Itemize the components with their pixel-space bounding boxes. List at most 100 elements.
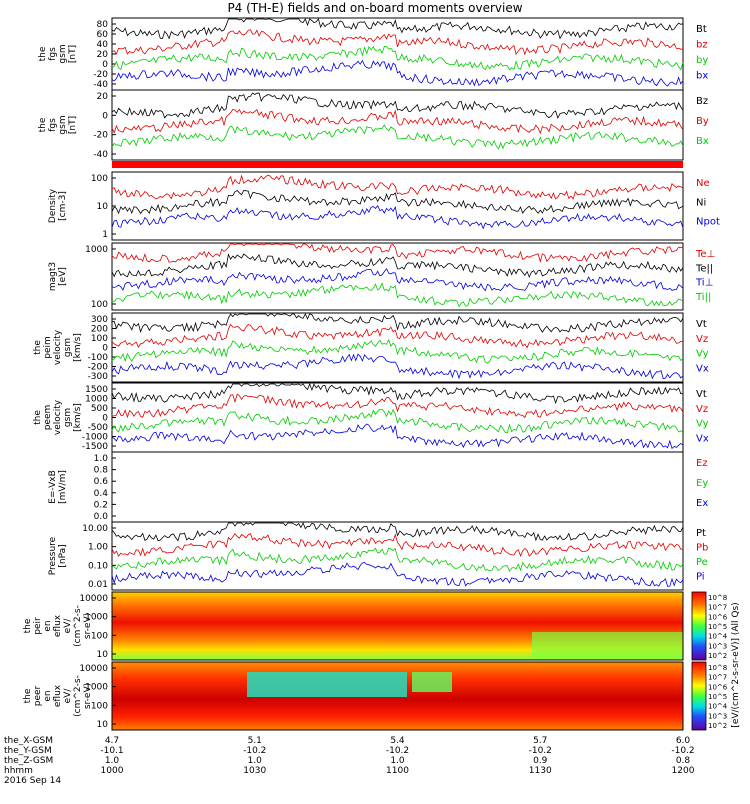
y-tick-label: 80: [97, 20, 109, 30]
panel-frame: [111, 521, 684, 591]
colorbar-tick-label: 10^3: [708, 642, 727, 650]
y-tick-label: 10: [97, 650, 109, 660]
legend-Vz: Vz: [696, 404, 708, 415]
trace-Vx: [111, 423, 684, 450]
colorbar-tick-label: 10^3: [708, 712, 727, 720]
legend-Vt: Vt: [696, 319, 707, 330]
x-tick-value: -10.2: [671, 746, 694, 756]
y-axis-label-line: (cm^2-s-: [73, 605, 83, 647]
colorbar-tick-label: 10^2: [708, 652, 727, 660]
legend-Te⊥: Te⊥: [695, 249, 715, 260]
legend-Pe: Pe: [696, 557, 708, 568]
trace-Vy: [111, 408, 684, 434]
colorbar: [691, 661, 707, 731]
y-axis-label: magt3[eV]: [48, 262, 68, 291]
y-tick-label: 40: [97, 40, 109, 50]
trace-Ne: [111, 174, 684, 200]
trace-Pe: [111, 547, 684, 573]
y-tick-label: 0: [102, 344, 108, 354]
y-tick-label: 0: [102, 111, 108, 121]
legend-bx: bx: [696, 71, 708, 82]
x-tick-value: -10.2: [529, 746, 552, 756]
colorbar-tick-label: 10^7: [708, 604, 727, 612]
y-axis-label-line: [mV/m]: [58, 470, 68, 504]
legend-Vt: Vt: [696, 389, 707, 400]
trace-Vz: [111, 393, 684, 419]
trace-by: [111, 45, 684, 71]
y-axis-label-line: magt3: [48, 262, 58, 291]
legend-Pi: Pi: [696, 572, 705, 583]
y-tick-label: 0.01: [88, 580, 108, 590]
colorbar-group: 10^810^710^610^510^410^310^210^810^710^6…: [691, 591, 741, 731]
colorbar-tick-label: 10^6: [708, 613, 728, 621]
trace-Npot: [111, 205, 684, 230]
colorbar-tick-label: 10^5: [708, 623, 727, 631]
y-axis-label-line: fgs: [48, 47, 58, 61]
x-tick-value: 6.0: [676, 736, 691, 746]
panel-frame: [111, 89, 684, 161]
data-quality-bar: [112, 161, 683, 168]
legend-By: By: [696, 116, 709, 127]
x-tick-value: 1.0: [105, 756, 120, 766]
y-axis-label-line: Pressure: [48, 536, 58, 575]
legend-Ey: Ey: [696, 478, 708, 489]
y-axis-label-line: the: [33, 410, 43, 425]
x-tick-value: 0.9: [533, 756, 548, 766]
colorbar-tick-label: 10^2: [708, 722, 727, 730]
y-axis-label-line: gsm: [58, 44, 68, 63]
y-axis-label-line: the: [23, 688, 33, 703]
x-tick-value: 5.1: [248, 736, 262, 746]
legend-Npot: Npot: [696, 217, 720, 228]
y-axis-label-line: [km/s]: [73, 403, 83, 432]
spectrogram-green-region: [532, 632, 683, 658]
trace-Vz: [111, 323, 684, 349]
colorbar-tick-label: 10^4: [708, 633, 728, 641]
colorbar-tick-label: 10^5: [708, 693, 727, 701]
trace-bz: [111, 29, 684, 56]
x-tick-value: 1200: [672, 766, 695, 776]
panel-frame: [111, 242, 684, 311]
y-axis-label-line: [nPa]: [58, 544, 68, 567]
x-axis-labels: the_X-GSM 4.7 5.1 5.4 5.7 6.0 the_Y-GSM -10.1 -1…: [4, 736, 695, 786]
trace-Te⊥: [111, 243, 684, 263]
panel-peer-spec: 10000 1000 100 10 thepeerenefluxeV/(cm^2-s-s…: [23, 661, 684, 731]
legend-Ti||: Ti||: [695, 292, 711, 303]
legend-Vz: Vz: [696, 334, 708, 345]
y-tick-label: 200: [91, 325, 108, 335]
trace-Pb: [111, 533, 684, 557]
x-tick-value: -10.2: [386, 746, 409, 756]
y-tick-label: 1: [102, 230, 108, 240]
trace-Pi: [111, 562, 684, 587]
legend-Bx: Bx: [696, 136, 709, 147]
legend-Te||: Te||: [695, 263, 713, 274]
y-tick-label: 20: [97, 50, 109, 60]
colorbar-tick-label: 10^8: [708, 664, 727, 672]
trace-Vy: [111, 338, 684, 364]
trace-Vt: [111, 382, 684, 405]
y-tick-label: -20: [93, 131, 108, 141]
trace-Bt: [111, 18, 684, 40]
x-tick-value: -10.2: [243, 746, 266, 756]
legend-Vy: Vy: [696, 349, 709, 360]
y-tick-label: 1.0: [94, 454, 109, 464]
trace-By: [111, 108, 684, 135]
y-axis-label-line: eV/: [63, 688, 73, 704]
y-tick-label: 0.10: [88, 561, 108, 571]
y-axis-label-line: velocity: [53, 329, 63, 365]
x-tick-value: 1130: [529, 766, 552, 776]
x-tick-value: 4.7: [105, 736, 119, 746]
y-axis-label-line: en: [43, 620, 53, 631]
legend-Pb: Pb: [696, 543, 708, 554]
y-tick-label: -1000: [82, 433, 108, 443]
colorbar-label: [eV/(cm^2-s-sr-eV)] (All Qs): [731, 602, 741, 727]
trace-Ti⊥: [111, 267, 684, 292]
y-axis-label: Density[cm-3]: [48, 188, 68, 223]
legend-Vx: Vx: [696, 433, 709, 444]
legend-Ni: Ni: [696, 197, 706, 208]
y-tick-label: 0.2: [94, 500, 108, 510]
y-tick-label: 10.00: [82, 524, 108, 534]
panel-fgs-gsm-2: 20 0 -20 -40 thefgsgsm[nT] Bz By Bx: [38, 89, 709, 161]
panel-frame: [111, 661, 684, 731]
